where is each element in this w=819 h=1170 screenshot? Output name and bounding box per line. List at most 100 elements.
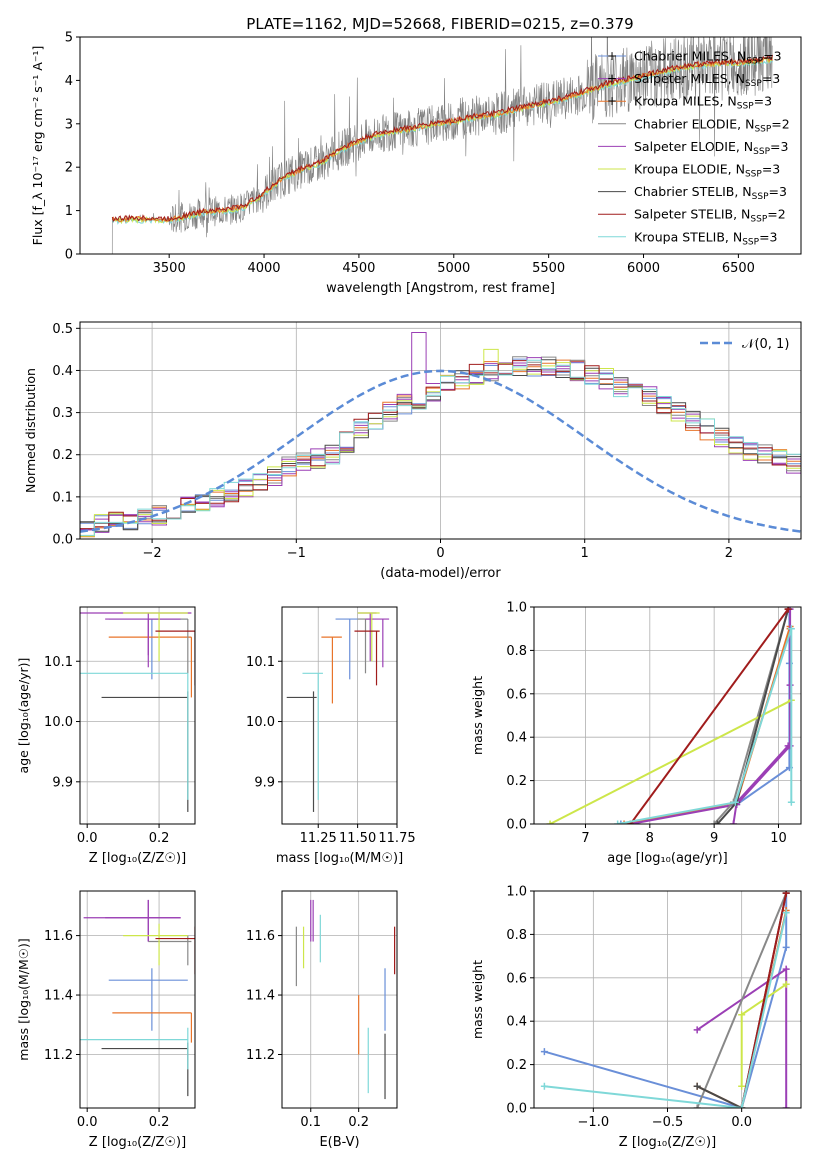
mass-weight-line bbox=[716, 608, 790, 824]
point-marker bbox=[710, 820, 718, 824]
legend-marker: + bbox=[607, 72, 617, 86]
panel-massweight_vs_age: 7 8 9 10 0.0 0.2 0.4 0.6 0.8 1.0 age [log₁₀(age/yr… bbox=[470, 601, 802, 866]
legend-entry: Kroupa ELODIE, NSSP=3 bbox=[634, 162, 780, 180]
point-marker bbox=[782, 943, 790, 951]
y-tick-label: 10.1 bbox=[44, 655, 73, 670]
legend-marker: + bbox=[607, 94, 617, 108]
x-axis-label: (data-model)/error bbox=[380, 566, 501, 581]
axes-frame bbox=[281, 606, 398, 825]
y-tick-label: 0.1 bbox=[52, 490, 73, 505]
legend-entry: Salpeter ELODIE, NSSP=3 bbox=[634, 139, 788, 157]
y-tick-label: 11.6 bbox=[246, 929, 275, 944]
x-tick-label: 3500 bbox=[153, 261, 186, 276]
x-tick-label: 1 bbox=[581, 546, 589, 561]
x-tick-label: 8 bbox=[646, 831, 654, 846]
x-tick-label: −1 bbox=[287, 546, 306, 561]
legend-entry: Salpeter MILES, NSSP=3 bbox=[634, 71, 780, 89]
plot-area bbox=[546, 607, 795, 824]
y-tick-label: 9.9 bbox=[254, 775, 275, 790]
axes-frame bbox=[281, 890, 398, 1109]
point-marker bbox=[787, 798, 795, 806]
y-axis-label: Flux [f_λ 10⁻¹⁷ erg cm⁻² s⁻¹ A⁻¹] bbox=[30, 46, 45, 246]
point-marker bbox=[786, 681, 794, 689]
y-tick-label: 0.0 bbox=[52, 533, 73, 548]
histogram-series bbox=[80, 359, 801, 536]
plot-area bbox=[111, 37, 773, 254]
figure-title: PLATE=1162, MJD=52668, FIBERID=0215, z=0… bbox=[246, 15, 633, 33]
axes-frame bbox=[79, 890, 196, 1109]
y-tick-label: 0.8 bbox=[506, 928, 527, 943]
legend-entry: 𝒩(0, 1) bbox=[742, 337, 789, 352]
mass-weight-line bbox=[623, 626, 792, 824]
x-tick-label: 0.1 bbox=[300, 1115, 321, 1130]
x-tick-label: 4500 bbox=[342, 261, 375, 276]
mass-weight-line bbox=[544, 912, 788, 1108]
point-marker bbox=[784, 607, 792, 613]
y-tick-label: 0.4 bbox=[506, 731, 527, 746]
x-axis-label: Z [log₁₀(Z/Z☉)] bbox=[89, 1135, 186, 1150]
legend-entry: Chabrier MILES, NSSP=3 bbox=[634, 49, 782, 67]
y-tick-label: 0.8 bbox=[506, 644, 527, 659]
x-tick-label: −1.0 bbox=[578, 1115, 610, 1130]
mass-weight-line bbox=[696, 892, 788, 1108]
x-tick-label: 0 bbox=[436, 546, 444, 561]
x-tick-label: 6000 bbox=[627, 261, 660, 276]
y-tick-label: 5 bbox=[65, 31, 73, 46]
x-axis-label: wavelength [Angstrom, rest frame] bbox=[326, 281, 555, 296]
y-tick-label: 11.4 bbox=[44, 989, 73, 1004]
point-marker bbox=[713, 820, 721, 824]
y-axis-label: Normed distribution bbox=[23, 368, 38, 493]
y-tick-label: 0.5 bbox=[52, 322, 73, 337]
mass-weight-line bbox=[713, 608, 790, 824]
point-marker bbox=[620, 820, 628, 824]
legend-entry: Kroupa MILES, NSSP=3 bbox=[634, 94, 772, 112]
x-tick-label: 11.50 bbox=[339, 831, 376, 846]
panel-residuals: −2 −1 0 1 2 0.0 0.1 0.2 0.3 0.4 0.5 (data-model)/er… bbox=[23, 321, 802, 581]
point-marker bbox=[617, 820, 625, 824]
x-axis-label: E(B-V) bbox=[319, 1135, 359, 1150]
x-tick-label: 0.2 bbox=[149, 1115, 170, 1130]
point-marker bbox=[729, 820, 737, 824]
y-tick-label: 10.0 bbox=[44, 715, 73, 730]
panel-massweight_vs_Z: −1.0 −0.5 0.0 0.0 0.2 0.4 0.6 0.8 1.0 Z [log₁₀(Z/… bbox=[470, 885, 802, 1150]
y-tick-label: 9.9 bbox=[52, 775, 73, 790]
y-tick-label: 1.0 bbox=[506, 601, 527, 616]
x-tick-label: −0.5 bbox=[652, 1115, 684, 1130]
point-marker bbox=[693, 1082, 701, 1090]
y-tick-label: 11.2 bbox=[246, 1048, 275, 1063]
x-axis-label: Z [log₁₀(Z/Z☉)] bbox=[89, 851, 186, 866]
y-tick-label: 2 bbox=[65, 161, 73, 176]
y-axis-label: mass weight bbox=[470, 676, 485, 755]
mass-weight-line bbox=[617, 628, 793, 824]
point-marker bbox=[782, 1104, 790, 1108]
legend-entry: Salpeter STELIB, NSSP=2 bbox=[634, 207, 786, 225]
legend-entry: Chabrier ELODIE, NSSP=2 bbox=[634, 116, 790, 134]
y-tick-label: 1 bbox=[65, 204, 73, 219]
y-tick-label: 0.3 bbox=[52, 406, 73, 421]
point-marker bbox=[738, 1082, 746, 1090]
point-marker bbox=[738, 1011, 746, 1019]
y-tick-label: 11.2 bbox=[44, 1048, 73, 1063]
plot-area bbox=[80, 332, 801, 538]
panel-mass_vs_ebv: 0.1 0.2 11.2 11.4 11.6 E(B-V) bbox=[246, 890, 398, 1150]
point-marker bbox=[782, 891, 790, 897]
x-tick-label: 0.0 bbox=[77, 831, 98, 846]
y-tick-label: 10.1 bbox=[246, 655, 275, 670]
normal-curve bbox=[80, 369, 801, 533]
point-marker bbox=[738, 1104, 746, 1108]
x-tick-label: 4000 bbox=[247, 261, 280, 276]
y-tick-label: 0 bbox=[65, 248, 73, 263]
x-tick-label: 9 bbox=[710, 831, 718, 846]
y-tick-label: 0.2 bbox=[52, 448, 73, 463]
panel-age_vs_mass: 11.25 11.50 11.75 9.9 10.0 10.1 mass [log₁₀(M/… bbox=[246, 606, 416, 866]
x-tick-label: −2 bbox=[143, 546, 162, 561]
point-marker bbox=[614, 820, 622, 824]
point-marker bbox=[693, 1026, 701, 1034]
point-marker bbox=[782, 909, 790, 917]
y-tick-label: 0.2 bbox=[506, 1058, 527, 1073]
y-axis-label: age [log₁₀(age/yr)] bbox=[16, 658, 31, 774]
y-tick-label: 11.6 bbox=[44, 929, 73, 944]
y-tick-label: 0.6 bbox=[506, 687, 527, 702]
y-axis-label: mass weight bbox=[470, 960, 485, 1039]
